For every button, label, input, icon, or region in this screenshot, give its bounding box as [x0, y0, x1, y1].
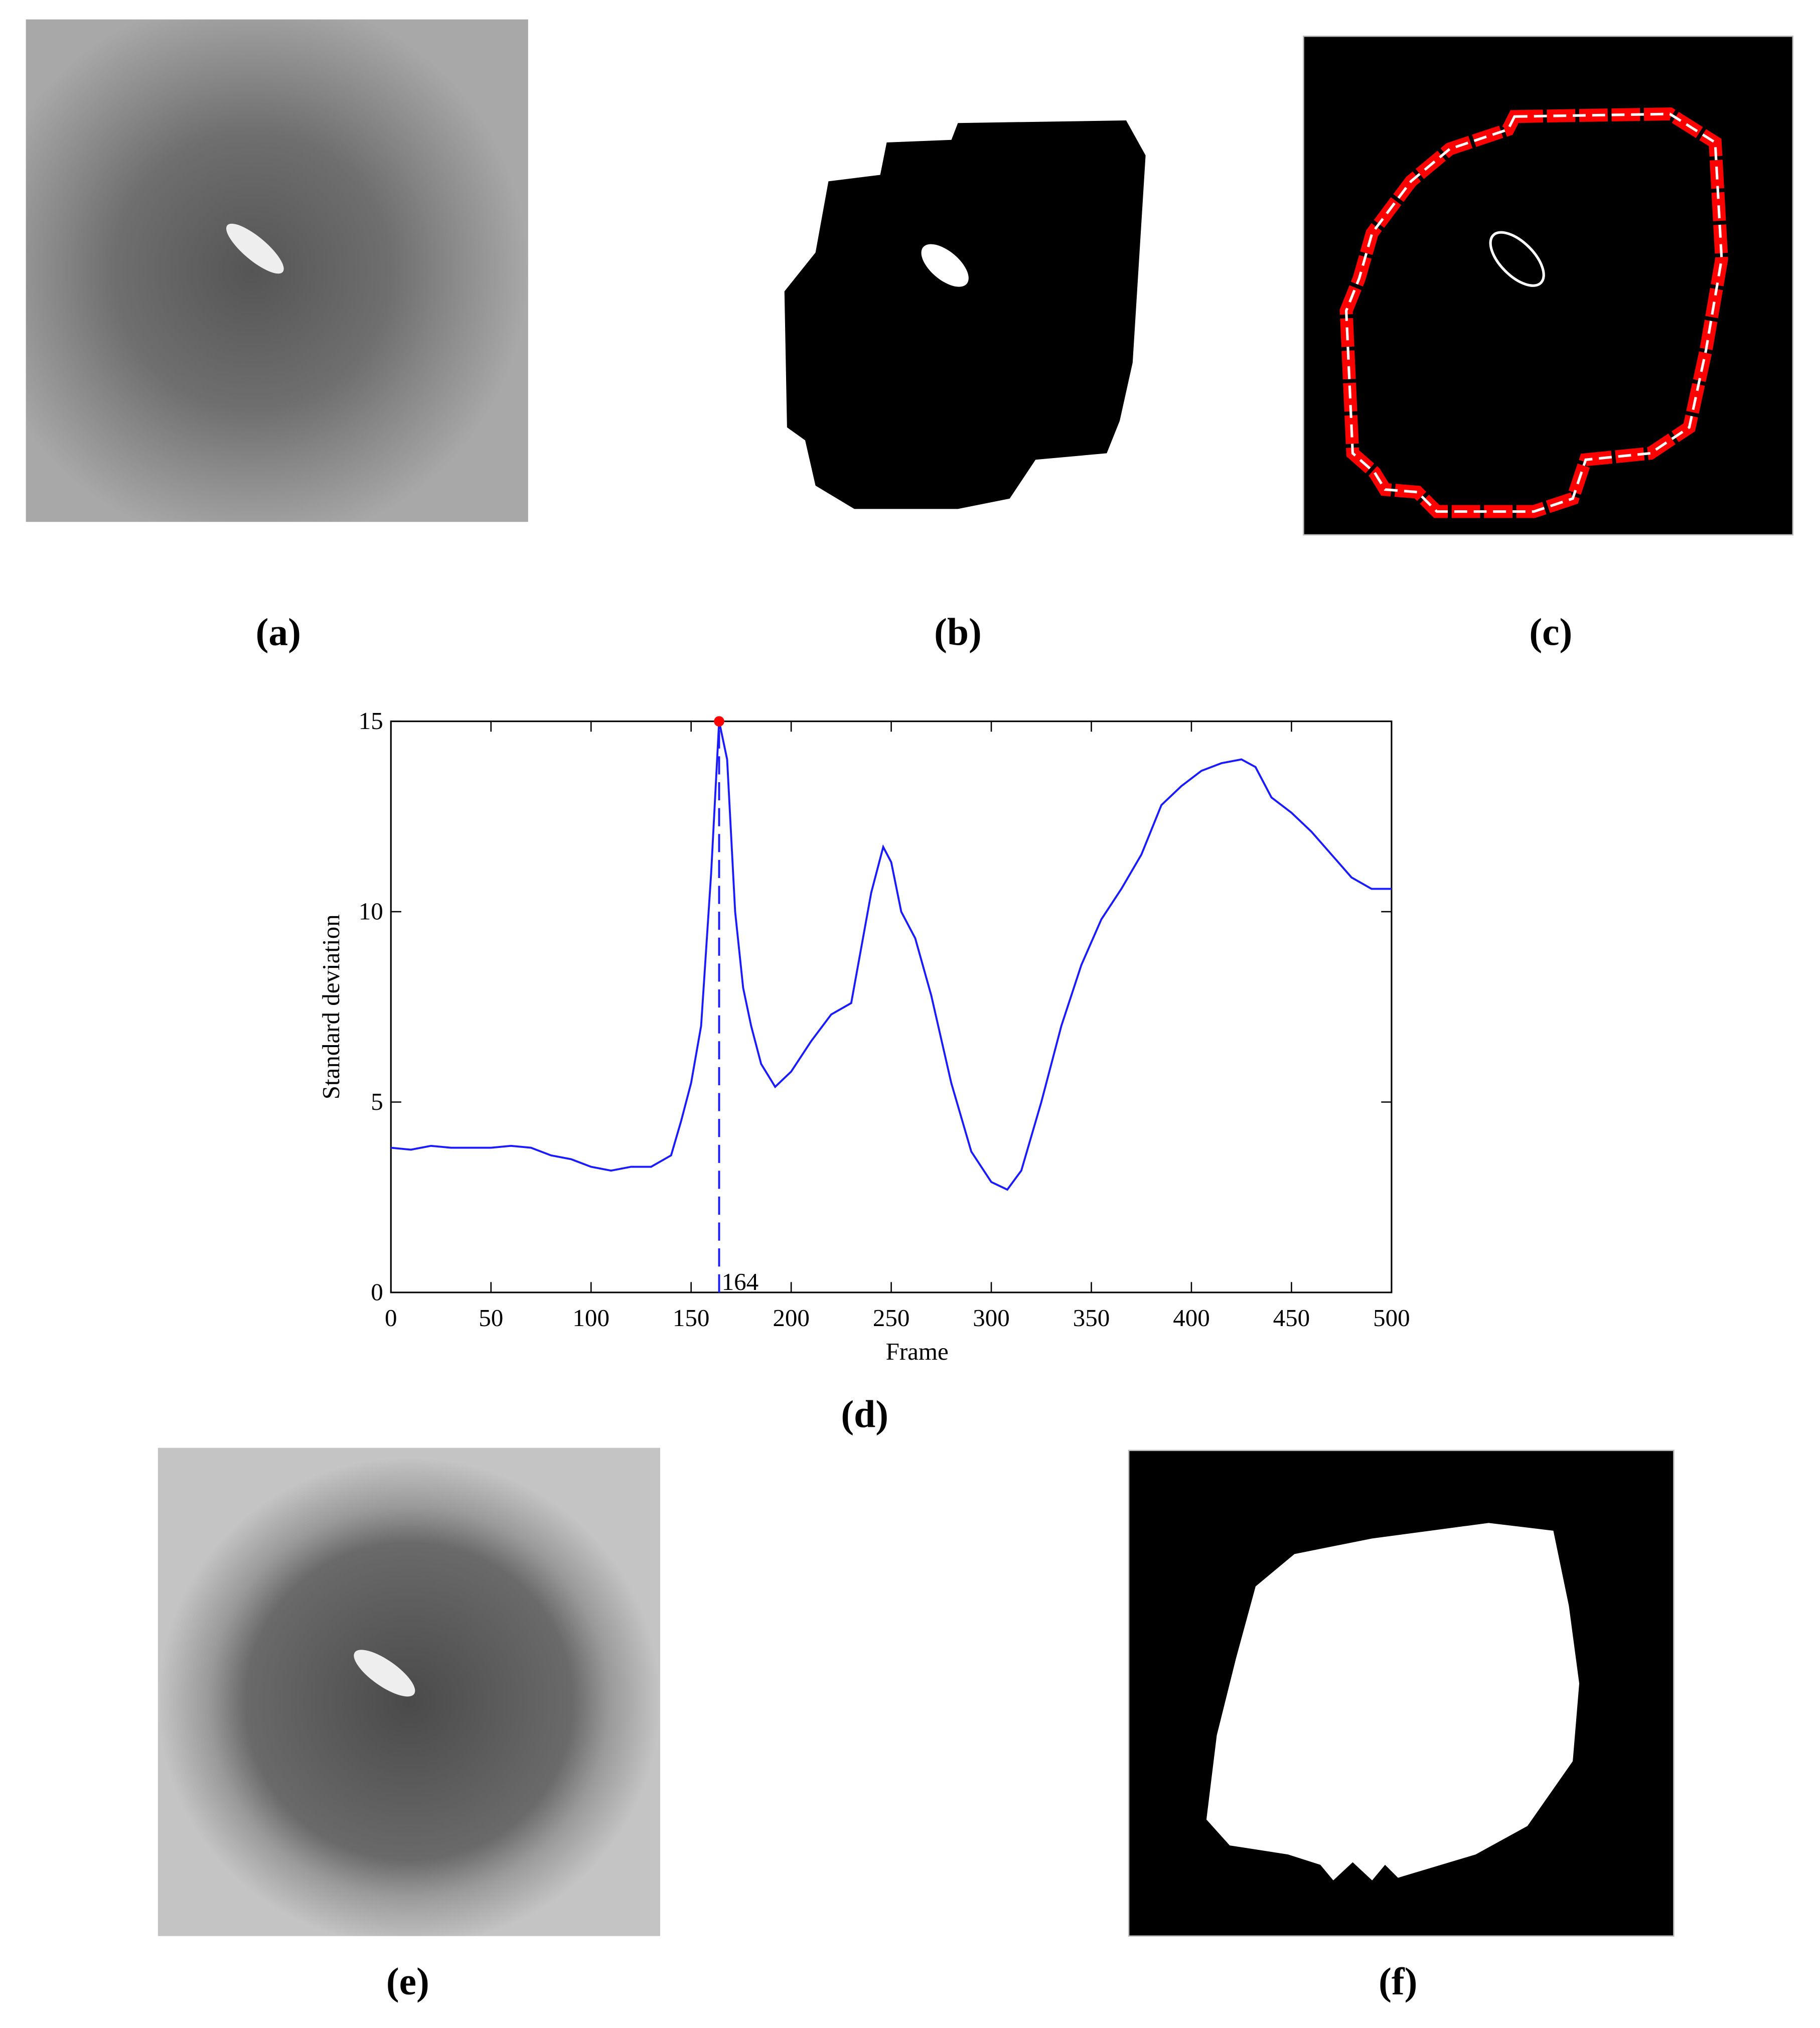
panel-label: (f)	[1379, 1960, 1417, 2003]
plot-frame	[390, 720, 1393, 1293]
x-tick-label: 200	[773, 1304, 810, 1332]
panel-label: (a)	[256, 610, 301, 653]
x-tick-label: 300	[973, 1304, 1010, 1332]
x-axis-label: Frame	[886, 1338, 949, 1365]
x-tick-label: 150	[673, 1304, 710, 1332]
x-tick-label: 350	[1073, 1304, 1110, 1332]
x-tick-label: 100	[572, 1304, 610, 1332]
panel-label: (b)	[934, 610, 982, 653]
inner-contour	[1489, 231, 1545, 287]
y-axis-label: Standard deviation	[317, 914, 345, 1099]
y-tick-label: 10	[359, 898, 383, 925]
x-tick-label: 500	[1373, 1304, 1410, 1332]
x-tick-label: 450	[1273, 1304, 1310, 1332]
hot-spot	[354, 1650, 415, 1697]
y-tick-label: 5	[371, 1088, 383, 1115]
hot-spot	[226, 223, 284, 274]
y-tick-label: 15	[359, 707, 383, 735]
chart: 0 50 100 150 200 250 300 350 400 450 500 0 5 10 15 Fram…	[317, 707, 1410, 1365]
peak-marker	[714, 716, 724, 727]
x-tick-label: 50	[479, 1304, 503, 1332]
y-tick-label: 0	[371, 1278, 383, 1306]
x-tick-label: 0	[385, 1304, 397, 1332]
panel-label: (e)	[386, 1960, 429, 2003]
data-line	[391, 721, 1392, 1191]
panel-label: (c)	[1529, 610, 1572, 653]
mask-b	[784, 120, 1146, 509]
mask-f	[1206, 1523, 1580, 1880]
panel-label: (d)	[841, 1392, 888, 1435]
x-tick-label: 250	[873, 1304, 910, 1332]
boundary	[1344, 112, 1723, 513]
peak-annotation: 164	[722, 1268, 759, 1295]
x-tick-label: 400	[1173, 1304, 1210, 1332]
hole	[921, 244, 969, 287]
